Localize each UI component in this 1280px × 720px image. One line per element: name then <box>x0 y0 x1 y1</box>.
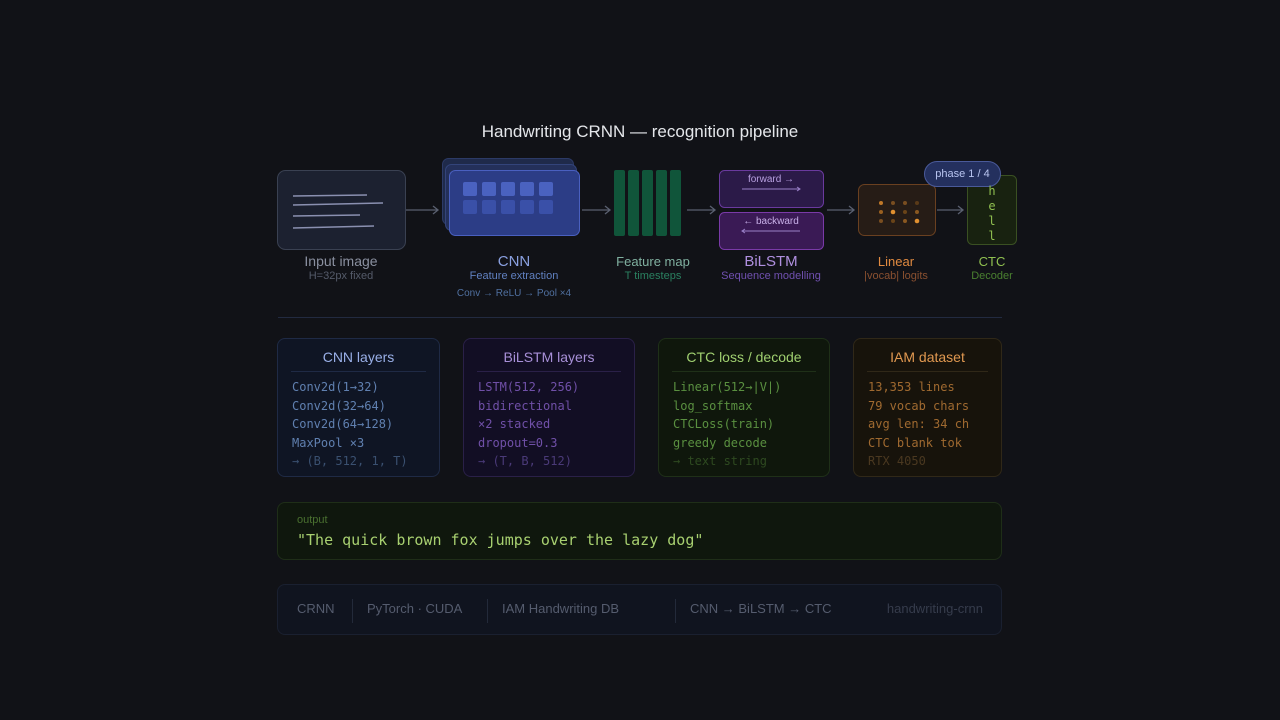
card-separator <box>477 371 621 372</box>
input-image <box>277 170 406 250</box>
card-line: Linear(512→|V|) <box>673 380 782 394</box>
stage-label: CNN <box>497 252 531 270</box>
card-separator <box>291 371 426 372</box>
stage-sub: Feature extraction <box>469 270 559 282</box>
card: CTC loss / decode Linear(512→|V|) log_soft… <box>658 338 830 477</box>
pipeline <box>277 158 1017 250</box>
footer-item: handwriting-crnn <box>886 601 983 616</box>
card-line: log_softmax <box>673 398 753 413</box>
forward-label: forward → <box>747 174 795 185</box>
cnn-block <box>442 158 580 236</box>
ctc-letter: l <box>988 214 996 228</box>
card-title: CNN layers <box>322 349 395 365</box>
card-title: CTC loss / decode <box>686 349 802 365</box>
footer-item: PyTorch · CUDA <box>367 601 463 616</box>
card-line: LSTM(512, 256) <box>478 380 580 394</box>
output-label: output <box>297 514 328 526</box>
stage-sub: Decoder <box>971 270 1013 282</box>
stage-label: BiLSTM <box>744 252 798 270</box>
linear-block <box>858 184 936 236</box>
card: BiLSTM layers LSTM(512, 256) bidirectional… <box>463 338 635 477</box>
backward-label: ← backward <box>743 216 799 227</box>
card-line: ×2 stacked <box>478 417 551 431</box>
card-line: Conv2d(32→64) <box>292 398 386 413</box>
footer-separator <box>675 599 676 623</box>
footer-item: CNN → BiLSTM → CTC <box>690 601 832 616</box>
output-text: "The quick brown fox jumps over the lazy… <box>297 531 704 549</box>
card: IAM dataset 13,353 lines 79 vocab chars avg… <box>853 338 1002 477</box>
feature-map <box>614 170 681 236</box>
card-line: → (T, B, 512) <box>478 454 572 468</box>
card-line: greedy decode <box>673 435 767 450</box>
ctc-letter: h <box>988 184 996 198</box>
stage-label: Linear <box>877 253 915 269</box>
stage-sub: T timesteps <box>624 270 682 282</box>
stage-sub: H=32px fixed <box>308 270 374 282</box>
card-line: → text string <box>673 454 767 468</box>
card-line: MaxPool ×3 <box>292 435 365 450</box>
card-line: CTC blank tok <box>868 435 962 450</box>
card-separator <box>867 371 988 372</box>
card-line: Conv2d(64→128) <box>292 417 394 431</box>
footer-separator <box>487 599 488 623</box>
footer: CRNN PyTorch · CUDA IAM Handwriting DB CNN … <box>277 584 1002 635</box>
footer-item: CRNN <box>297 601 335 616</box>
title: Handwriting CRNN — recognition pipeline <box>481 122 799 141</box>
card-separator <box>672 371 816 372</box>
stage-sub: |vocab| logits <box>864 270 928 282</box>
divider <box>278 317 1002 318</box>
stage-label: Feature map <box>616 253 690 269</box>
card-line: bidirectional <box>478 398 572 413</box>
output-panel: output "The quick brown fox jumps over t… <box>277 502 1002 560</box>
footer-item: IAM Handwriting DB <box>502 601 620 616</box>
phase-badge: phase 1 / 4 <box>924 161 1001 187</box>
ctc-letter: l <box>988 229 996 243</box>
stage-label: Input image <box>304 253 378 269</box>
card-line: → (B, 512, 1, T) <box>292 454 408 468</box>
card-line: RTX 4050 <box>868 454 926 468</box>
stage-sub: Sequence modelling <box>721 270 821 282</box>
card: CNN layers Conv2d(1→32) Conv2d(32→64) Conv2… <box>277 338 440 477</box>
stage-label: CTC <box>978 253 1006 269</box>
footer-separator <box>352 599 353 623</box>
ctc-letter: e <box>988 199 996 213</box>
card-line: dropout=0.3 <box>478 435 558 450</box>
card-line: avg len: 34 ch <box>868 417 970 431</box>
card-line: CTCLoss(train) <box>673 417 775 431</box>
arrows <box>406 205 965 215</box>
card-line: 79 vocab chars <box>868 398 970 413</box>
stage-note: Conv → ReLU → Pool ×4 <box>456 288 572 299</box>
card-line: Conv2d(1→32) <box>292 380 379 394</box>
card-title: BiLSTM layers <box>503 349 595 365</box>
card-line: 13,353 lines <box>868 380 955 394</box>
bilstm-block <box>719 170 824 250</box>
card-title: IAM dataset <box>890 349 965 365</box>
